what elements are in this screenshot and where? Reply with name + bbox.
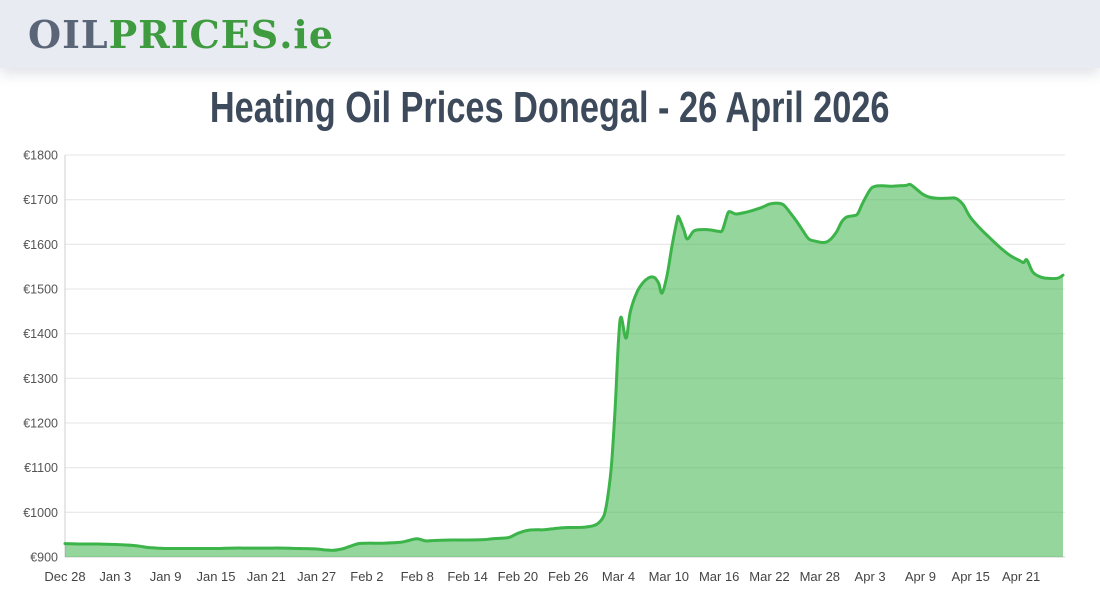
site-logo[interactable]: OIL PRICES .ie (28, 0, 334, 68)
x-tick-label: Jan 3 (99, 569, 131, 584)
x-tick-label: Jan 9 (150, 569, 182, 584)
x-tick-label: Apr 15 (952, 569, 990, 584)
y-tick-label: €1400 (23, 327, 58, 341)
page-title: Heating Oil Prices Donegal - 26 April 20… (0, 83, 1100, 132)
logo-text-prices: PRICES (108, 11, 280, 57)
x-tick-label: Feb 20 (498, 569, 538, 584)
x-tick-label: Mar 4 (602, 569, 635, 584)
page-title-text: Heating Oil Prices Donegal - 26 April 20… (210, 83, 890, 132)
x-tick-label: Mar 28 (800, 569, 840, 584)
price-area-fill (65, 184, 1063, 557)
x-tick-label: Apr 3 (855, 569, 886, 584)
x-tick-label: Jan 27 (297, 569, 336, 584)
y-tick-label: €900 (30, 551, 58, 565)
x-tick-label: Feb 2 (350, 569, 383, 584)
x-tick-label: Jan 21 (247, 569, 286, 584)
y-tick-label: €1100 (24, 461, 58, 475)
y-tick-label: €1600 (23, 238, 58, 252)
site-header: OIL PRICES .ie (0, 0, 1100, 68)
x-tick-label: Mar 16 (699, 569, 739, 584)
y-tick-label: €1500 (23, 283, 58, 297)
logo-text-ie: .ie (279, 11, 335, 57)
price-line (63, 182, 1065, 552)
x-tick-label: Apr 9 (905, 569, 936, 584)
y-tick-label: €1700 (23, 193, 58, 207)
x-tick-label: Feb 8 (401, 569, 434, 584)
x-tick-label: Jan 15 (196, 569, 235, 584)
y-tick-label: €1300 (23, 372, 58, 386)
y-tick-label: €1200 (23, 417, 58, 431)
x-tick-label: Apr 21 (1002, 569, 1040, 584)
y-tick-label: €1000 (23, 506, 58, 520)
x-tick-label: Feb 26 (548, 569, 588, 584)
y-tick-label: €1800 (23, 149, 58, 163)
x-tick-label: Dec 28 (44, 569, 85, 584)
x-tick-label: Mar 10 (649, 569, 689, 584)
x-tick-label: Mar 22 (749, 569, 789, 584)
logo-text-oil: OIL (28, 11, 109, 57)
heating-oil-price-chart[interactable]: €900 €1000 €1100 €1200 €1300 €1400 €1500 €1600 €… (0, 140, 1100, 600)
x-tick-label: Feb 14 (447, 569, 487, 584)
